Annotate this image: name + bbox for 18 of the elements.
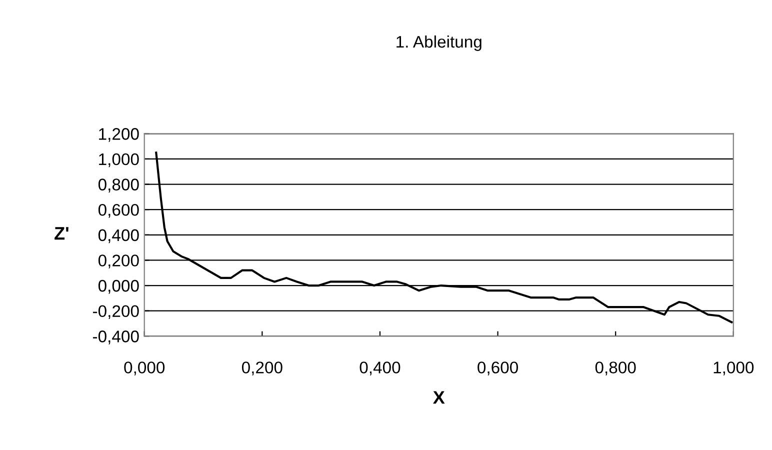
y-tick-label: -0,400 xyxy=(92,330,139,344)
y-tick-label: 0,200 xyxy=(98,254,139,268)
y-tick-label: -0,200 xyxy=(92,305,139,320)
x-tick-label: 0,200 xyxy=(242,362,282,376)
y-tick-label: 0,400 xyxy=(98,229,139,244)
x-tick-label: 0,800 xyxy=(595,362,636,376)
y-tick-label: 0,800 xyxy=(98,178,139,192)
x-tick-label: 0,600 xyxy=(478,362,518,376)
x-tick-label: 1,000 xyxy=(714,362,754,376)
y-axis-title: Z' xyxy=(54,227,68,240)
chart-title: 1. Ableitung xyxy=(396,35,482,51)
y-tick-label: 1,200 xyxy=(99,128,139,142)
y-tick-label: 1,000 xyxy=(99,153,139,168)
x-axis-title: X xyxy=(433,391,445,404)
x-tick-label: 0,000 xyxy=(124,362,165,376)
y-tick-label: 0,000 xyxy=(98,280,139,294)
x-tick-label: 0,400 xyxy=(360,362,400,376)
y-tick-label: 0,600 xyxy=(98,204,139,218)
